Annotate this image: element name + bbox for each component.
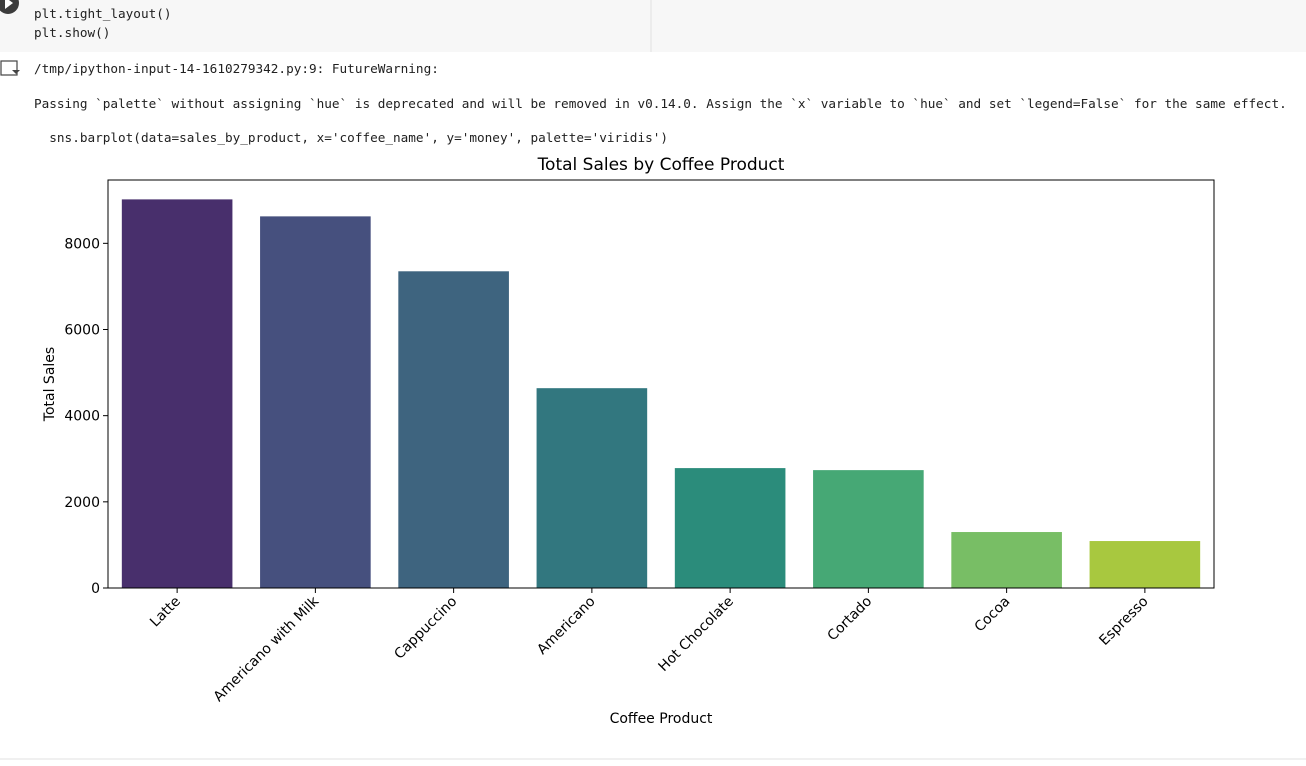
output-line: sns.barplot(data=sales_by_product, x='co…	[34, 130, 668, 145]
bar	[1089, 541, 1201, 588]
code-line: plt.show()	[34, 25, 110, 40]
y-tick-label: 6000	[64, 322, 100, 338]
run-icon	[5, 0, 13, 9]
chart-title: Total Sales by Coffee Product	[537, 155, 785, 175]
bar	[813, 470, 924, 588]
output-line: /tmp/ipython-input-14-1610279342.py:9: F…	[34, 61, 439, 76]
axes-frame	[107, 179, 1215, 589]
output-arrow	[12, 70, 20, 74]
run-button[interactable]	[0, 0, 19, 14]
y-tick-label: 8000	[64, 236, 100, 252]
x-tick-label: Cortado	[825, 594, 876, 645]
x-tick-label: Cocoa	[972, 594, 1014, 636]
x-tick-label: Latte	[147, 594, 184, 631]
bar	[260, 216, 371, 588]
y-tick-label: 2000	[64, 495, 100, 511]
y-tick-label: 0	[91, 581, 100, 597]
x-tick-label: Hot Chocolate	[656, 594, 737, 675]
output-line: Passing `palette` without assigning `hue…	[34, 96, 1287, 111]
bar	[121, 199, 233, 588]
x-tick-label: Americano	[534, 594, 598, 658]
y-tick-label: 4000	[64, 409, 100, 425]
x-axis-label: Coffee Product	[610, 711, 713, 727]
x-tick-label: Americano with Milk	[211, 593, 323, 705]
y-axis-label: Total Sales	[42, 347, 58, 422]
x-tick-label: Espresso	[1096, 594, 1151, 649]
bar	[674, 468, 786, 588]
output-toggle[interactable]	[0, 60, 20, 76]
code-line: plt.tight_layout()	[34, 6, 172, 21]
bar	[951, 532, 1062, 588]
bar	[536, 388, 648, 588]
code-cell	[0, 0, 1306, 52]
bar	[398, 271, 509, 588]
output-icon	[0, 60, 18, 76]
x-tick-label: Cappuccino	[391, 594, 460, 663]
